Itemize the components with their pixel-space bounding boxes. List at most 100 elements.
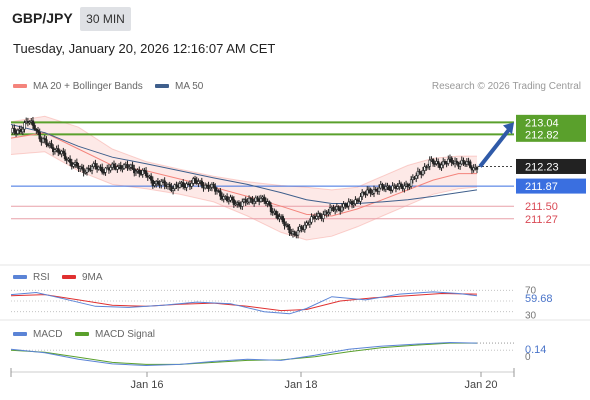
candle-body xyxy=(421,170,425,175)
candle-body xyxy=(278,216,281,219)
candle-body xyxy=(121,168,124,170)
candle-body xyxy=(112,163,116,167)
candle-body xyxy=(163,180,166,186)
candle-body xyxy=(333,209,337,212)
candle-body xyxy=(475,167,479,170)
candle-body xyxy=(428,159,431,167)
candle-body xyxy=(472,167,475,171)
candle-body xyxy=(360,191,364,198)
candle-body xyxy=(153,183,156,186)
candle-body xyxy=(347,201,350,207)
candle-body xyxy=(268,201,271,206)
candle-body xyxy=(296,230,300,236)
candle-body xyxy=(396,186,399,189)
candle-body xyxy=(288,226,291,234)
legend-macd: MACD xyxy=(13,329,62,340)
candle-body xyxy=(381,184,384,188)
candle-body xyxy=(388,185,391,191)
candle-body xyxy=(263,196,266,202)
candle-body xyxy=(43,138,46,141)
candle-body xyxy=(144,170,148,177)
level-label-0: 213.04 xyxy=(525,117,559,129)
macd-current-value: 0.14 xyxy=(525,344,546,356)
candle-body xyxy=(362,191,366,194)
candle-body xyxy=(171,188,175,191)
level-tag-0 xyxy=(516,114,586,130)
candle-body xyxy=(214,186,217,192)
chart-datetime: Tuesday, January 20, 2026 12:16:07 AM CE… xyxy=(13,41,276,56)
candle-body xyxy=(68,158,72,163)
candle-body xyxy=(345,205,349,208)
level-label-1: 212.82 xyxy=(525,129,559,141)
legend-ma20-bb: MA 20 + Bollinger Bands xyxy=(13,81,143,92)
candle-body xyxy=(350,201,354,206)
level-label-3: 211.87 xyxy=(525,181,558,193)
legend-ma50: MA 50 xyxy=(155,81,203,92)
candle-body xyxy=(303,224,306,230)
candle-body xyxy=(207,185,210,190)
level-label-current: 212.23 xyxy=(525,161,559,173)
candle-body xyxy=(75,162,79,167)
candle-body xyxy=(366,189,369,195)
candle-body xyxy=(403,185,406,190)
candle-body xyxy=(440,164,443,169)
x-tick-label-2: Jan 20 xyxy=(464,379,497,391)
candle-body xyxy=(443,161,447,164)
candle-body xyxy=(283,221,286,227)
candle-body xyxy=(21,128,25,133)
candle-body xyxy=(450,157,453,163)
candle-body xyxy=(175,184,178,187)
candle-body xyxy=(281,216,285,223)
candle-body xyxy=(409,179,413,187)
candle-body xyxy=(391,185,394,191)
candle-body xyxy=(308,221,312,225)
candle-body xyxy=(133,168,136,174)
candle-body xyxy=(293,231,296,235)
legend-macd-signal: MACD Signal xyxy=(75,329,155,340)
timeframe-badge[interactable]: 30 MIN xyxy=(80,7,131,31)
candle-body xyxy=(28,121,31,124)
candle-body xyxy=(247,197,251,203)
candle-body xyxy=(371,192,374,195)
candle-body xyxy=(436,161,440,165)
candle-body xyxy=(90,166,94,171)
macd-line xyxy=(10,341,478,367)
candle-body xyxy=(222,196,225,200)
candle-body xyxy=(465,161,469,165)
candle-body xyxy=(359,196,362,202)
legend-macd-signal-swatch xyxy=(75,332,89,337)
candle-body xyxy=(35,129,38,131)
candle-body xyxy=(38,132,41,140)
candle-body xyxy=(16,129,19,134)
candle-body xyxy=(23,122,26,130)
candle-body xyxy=(328,207,332,213)
rsi-tick-70: 70 xyxy=(525,285,537,296)
candle-body xyxy=(227,199,231,202)
bollinger-upper-line xyxy=(10,115,477,191)
candle-body xyxy=(104,167,107,173)
candle-body xyxy=(82,168,85,173)
legend-rsi-swatch xyxy=(13,275,27,280)
candle-body xyxy=(212,184,215,188)
x-tick-label-1: Jan 18 xyxy=(284,379,317,391)
candle-body xyxy=(50,143,53,148)
legend-ma20-swatch xyxy=(13,84,27,89)
macd-signal-line xyxy=(10,342,477,365)
candle-body xyxy=(252,201,256,204)
candle-body xyxy=(372,188,376,194)
candle-body xyxy=(131,164,134,169)
candle-body xyxy=(431,159,435,164)
candle-body xyxy=(151,179,155,186)
candle-body xyxy=(469,161,472,168)
legend-macd-swatch xyxy=(13,332,27,337)
candle-body xyxy=(327,212,330,215)
candle-body xyxy=(399,183,403,187)
ma50-line xyxy=(10,124,478,204)
candle-body xyxy=(286,224,290,228)
candle-body xyxy=(109,167,112,171)
candle-body xyxy=(418,171,421,173)
forecast-arrow-head xyxy=(503,122,514,135)
candle-body xyxy=(36,129,40,133)
candle-body xyxy=(354,199,357,205)
